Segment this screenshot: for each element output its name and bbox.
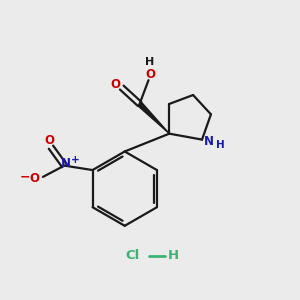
- Text: O: O: [29, 172, 39, 185]
- Polygon shape: [138, 102, 169, 134]
- Text: N: N: [61, 157, 70, 170]
- Text: Cl: Cl: [125, 249, 139, 262]
- Text: H: H: [168, 249, 179, 262]
- Text: H: H: [146, 57, 154, 67]
- Text: H: H: [216, 140, 225, 150]
- Text: N: N: [204, 135, 214, 148]
- Text: O: O: [44, 134, 55, 147]
- Text: O: O: [145, 68, 155, 81]
- Text: O: O: [110, 77, 120, 91]
- Text: −: −: [19, 170, 30, 183]
- Text: +: +: [71, 155, 80, 165]
